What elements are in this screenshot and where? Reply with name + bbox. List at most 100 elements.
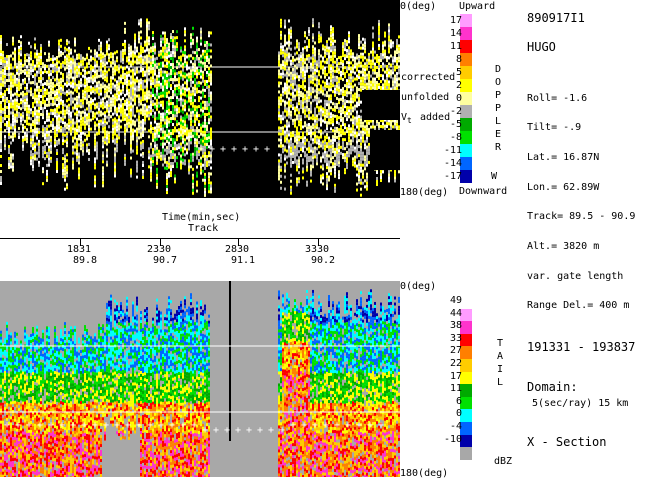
colorbar-swatch (460, 321, 472, 334)
track-value: Track= 89.5 - 90.9 (527, 211, 636, 222)
longitude-value: Lon.= 62.89W (527, 182, 600, 193)
track-tick-label: 89.8 (73, 255, 98, 266)
colorbar-level-label: -8 (449, 132, 462, 143)
colorbar-swatch (460, 14, 472, 27)
time-axis-line (0, 238, 400, 239)
colorbar-field-letter: E (494, 129, 502, 140)
colorbar-level-label: 38 (449, 320, 462, 332)
domain-label: Domain: (527, 380, 578, 394)
range-delay: Range Del.= 400 m (527, 300, 630, 311)
reflectivity-colorbar-unit: dBZ (494, 456, 513, 467)
colorbar-level-label: 11 (449, 383, 462, 395)
tilt-value: Tilt= -.9 (527, 122, 582, 133)
annotation-unfolded: unfolded (401, 92, 450, 103)
colorbar-level-label: 0 (455, 408, 462, 420)
colorbar-level-label: 5 (455, 67, 462, 78)
colorbar-swatch (460, 53, 472, 66)
time-tick (318, 238, 319, 246)
reflectivity-bottom-angle: 180(deg) (400, 468, 449, 479)
time-tick-label: 2330 (147, 244, 172, 255)
colorbar-level-label: -14 (443, 158, 462, 169)
time-tick (80, 238, 81, 246)
colorbar-field-letter: A (496, 351, 504, 362)
doppler-colorbar-w: W (491, 171, 498, 182)
time-tick-label: 1831 (67, 244, 92, 255)
colorbar-field-letter: I (496, 364, 504, 375)
colorbar-swatch (460, 170, 472, 183)
doppler-colorbar-top-title: Upward (459, 1, 496, 12)
colorbar-level-label: 6 (455, 395, 462, 407)
colorbar-field-letter: D (494, 64, 502, 75)
colorbar-swatch (460, 422, 472, 435)
time-tick (238, 238, 239, 246)
annotation-corrected: corrected (401, 72, 456, 83)
reflectivity-radar-image: + + + + + + + + + + + + + + + + + + + + + + + + + + + + + + + + + + + (0, 281, 400, 477)
colorbar-field-letter: L (496, 377, 504, 388)
colorbar-level-label: 27 (449, 345, 462, 357)
colorbar-field-letter: O (494, 77, 502, 88)
gate-length: var. gate length (527, 271, 624, 282)
colorbar-swatch (460, 144, 472, 157)
colorbar-swatch (460, 371, 472, 385)
colorbar-swatch (460, 131, 472, 144)
domain-value: 5(sec/ray) 15 km (532, 398, 629, 409)
section-type: X - Section (527, 435, 607, 449)
colorbar-swatch (460, 359, 472, 372)
colorbar-swatch (460, 396, 472, 410)
track-tick-label: 91.1 (231, 255, 256, 266)
annotation-vt: Vt (401, 112, 412, 125)
altitude-value: Alt.= 3820 m (527, 241, 600, 252)
colorbar-swatch (460, 105, 472, 118)
colorbar-level-label: 17 (449, 15, 462, 26)
colorbar-level-label: 33 (449, 332, 462, 344)
colorbar-swatch (460, 384, 472, 397)
time-tick-label: 3330 (305, 244, 330, 255)
doppler-radar-image: + + + + + + + (0, 18, 400, 197)
colorbar-level-label: -10 (443, 433, 462, 445)
reflectivity-top-angle: 0(deg) (400, 281, 437, 292)
colorbar-swatch (460, 346, 472, 359)
doppler-top-angle: 0(deg) (400, 1, 437, 12)
colorbar-swatch (460, 66, 472, 79)
colorbar-swatch (460, 308, 472, 322)
colorbar-level-label: 0 (455, 93, 462, 104)
colorbar-level-label: 44 (449, 307, 462, 319)
track-axis-title: Track (188, 223, 219, 234)
colorbar-level-label: 2 (455, 80, 462, 91)
time-tick-label: 2830 (225, 244, 250, 255)
colorbar-level-label: -2 (449, 106, 462, 117)
flight-id: 890917I1 (527, 11, 585, 25)
track-tick-label: 90.7 (153, 255, 178, 266)
colorbar-field-letter: P (494, 90, 502, 101)
colorbar-level-label: -11 (443, 145, 462, 156)
colorbar-swatch (460, 79, 472, 92)
colorbar-level-label: 14 (449, 28, 462, 39)
colorbar-swatch (460, 409, 472, 422)
colorbar-field-letter: L (494, 116, 502, 127)
colorbar-swatch (460, 157, 472, 170)
colorbar-swatch (460, 434, 472, 448)
colorbar-level-label: -5 (449, 119, 462, 130)
reflectivity-panel: + + + + + + + + + + + + + + + + + + + + + + + + + + + + + + + + + + + (0, 281, 400, 477)
roll-value: Roll= -1.6 (527, 93, 588, 104)
colorbar-field-letter: P (494, 103, 502, 114)
colorbar-level-label: 22 (449, 358, 462, 369)
track-tick-label: 90.2 (311, 255, 336, 266)
doppler-panel: + + + + + + + (0, 0, 400, 198)
colorbar-swatch (460, 333, 472, 347)
colorbar-swatch (460, 296, 472, 309)
doppler-bottom-angle: 180(deg) (400, 187, 449, 198)
colorbar-level-label: 11 (449, 41, 462, 52)
time-axis-title: Time(min,sec) (162, 212, 241, 223)
colorbar-level-label: 49 (449, 295, 462, 306)
colorbar-level-label: -4 (449, 421, 462, 432)
time-range: 191331 - 193837 (527, 340, 636, 354)
colorbar-swatch (460, 118, 472, 131)
colorbar-field-letter: T (496, 338, 504, 349)
doppler-colorbar-bottom-title: Downward (459, 186, 508, 197)
colorbar-level-label: 8 (455, 54, 462, 65)
colorbar-swatch (460, 447, 472, 460)
colorbar-swatch (460, 92, 472, 105)
time-tick (160, 238, 161, 246)
annotation-added: added (420, 112, 451, 123)
